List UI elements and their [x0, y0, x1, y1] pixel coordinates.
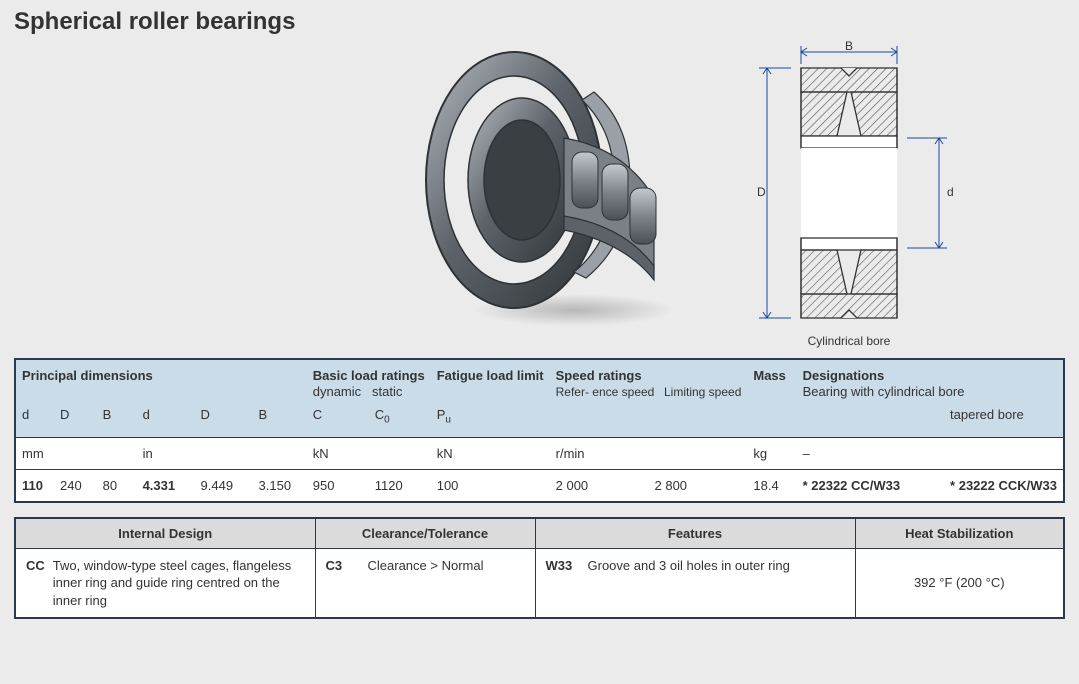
hdr-fatigue: Fatigue load limit [431, 359, 550, 403]
feat-heat-text: 392 °F (200 °C) [914, 575, 1005, 590]
val-refspeed: 2 000 [550, 469, 649, 502]
feat-row: CC Two, window-type steel cages, flangel… [15, 548, 1064, 618]
val-C: 950 [307, 469, 369, 502]
unit-in: in [137, 437, 307, 469]
feat-features-code: W33 [546, 557, 580, 575]
dim-d-label: d [947, 185, 954, 199]
col-B-mm: B [97, 403, 137, 438]
col-d-in: d [137, 403, 195, 438]
unit-kg: kg [747, 437, 796, 469]
val-B-in: 3.150 [253, 469, 307, 502]
bearing-isometric-drawing [424, 40, 684, 330]
hdr-basic-load: Basic load ratings dynamic static [307, 359, 431, 403]
dim-b-label: B [845, 40, 853, 53]
unit-rmin: r/min [550, 437, 748, 469]
col-D-in: D [195, 403, 253, 438]
val-D-in: 9.449 [195, 469, 253, 502]
page-title: Spherical roller bearings [14, 8, 1065, 36]
dim-D-label: D [757, 185, 766, 199]
hdr-speed: Speed ratings Refer- ence speed Limiting… [550, 359, 748, 403]
col-B-in: B [253, 403, 307, 438]
val-desig-cyl: * 22322 CC/W33 [797, 469, 944, 502]
val-limspeed: 2 800 [649, 469, 748, 502]
feat-hdr-features: Features [535, 518, 855, 549]
col-desig-tap: tapered bore [944, 403, 1064, 438]
val-d-mm: 110 [15, 469, 54, 502]
val-C0: 1120 [369, 469, 431, 502]
col-refspeed [550, 403, 649, 438]
col-limspeed [649, 403, 748, 438]
col-C0: C0 [369, 403, 431, 438]
val-desig-tap: * 23222 CCK/W33 [944, 469, 1064, 502]
feat-features: W33 Groove and 3 oil holes in outer ring [535, 548, 855, 618]
val-D-mm: 240 [54, 469, 97, 502]
col-D-mm: D [54, 403, 97, 438]
feat-clearance: C3 Clearance > Normal [315, 548, 535, 618]
val-Pu: 100 [431, 469, 550, 502]
features-table: Internal Design Clearance/Tolerance Feat… [14, 517, 1065, 620]
feat-clearance-code: C3 [326, 557, 360, 575]
schematic-caption: Cylindrical bore [808, 334, 891, 348]
feat-hdr-heat: Heat Stabilization [855, 518, 1064, 549]
units-row: mm in kN kN r/min kg – [15, 437, 1064, 469]
col-Pu: Pu [431, 403, 550, 438]
hdr-mass: Mass [747, 359, 796, 403]
col-mass [747, 403, 796, 438]
spec-table: Principal dimensions Basic load ratings … [14, 358, 1065, 503]
unit-kN: kN [307, 437, 431, 469]
val-d-in: 4.331 [137, 469, 195, 502]
feat-clearance-text: Clearance > Normal [368, 557, 484, 575]
feat-hdr-internal: Internal Design [15, 518, 315, 549]
hero-row: B D d [14, 40, 1065, 348]
hdr-principal: Principal dimensions [15, 359, 307, 403]
data-row: 110 240 80 4.331 9.449 3.150 950 1120 10… [15, 469, 1064, 502]
val-B-mm: 80 [97, 469, 137, 502]
feat-heat: 392 °F (200 °C) [855, 548, 1064, 618]
hdr-desig: Designations Bearing with cylindrical bo… [797, 359, 1064, 403]
feat-features-text: Groove and 3 oil holes in outer ring [588, 557, 790, 575]
col-d-mm: d [15, 403, 54, 438]
feat-hdr-clearance: Clearance/Tolerance [315, 518, 535, 549]
col-C: C [307, 403, 369, 438]
unit-mm: mm [15, 437, 137, 469]
bearing-schematic-icon: B D d [719, 40, 979, 330]
unit-dash: – [797, 437, 1064, 469]
schematic-wrap: B D d [714, 40, 984, 348]
unit-kN2: kN [431, 437, 550, 469]
feat-internal: CC Two, window-type steel cages, flangel… [15, 548, 315, 618]
feat-internal-text: Two, window-type steel cages, flangeless… [53, 557, 305, 610]
col-desig-cyl [797, 403, 944, 438]
feat-internal-code: CC [26, 557, 45, 610]
val-mass: 18.4 [747, 469, 796, 502]
